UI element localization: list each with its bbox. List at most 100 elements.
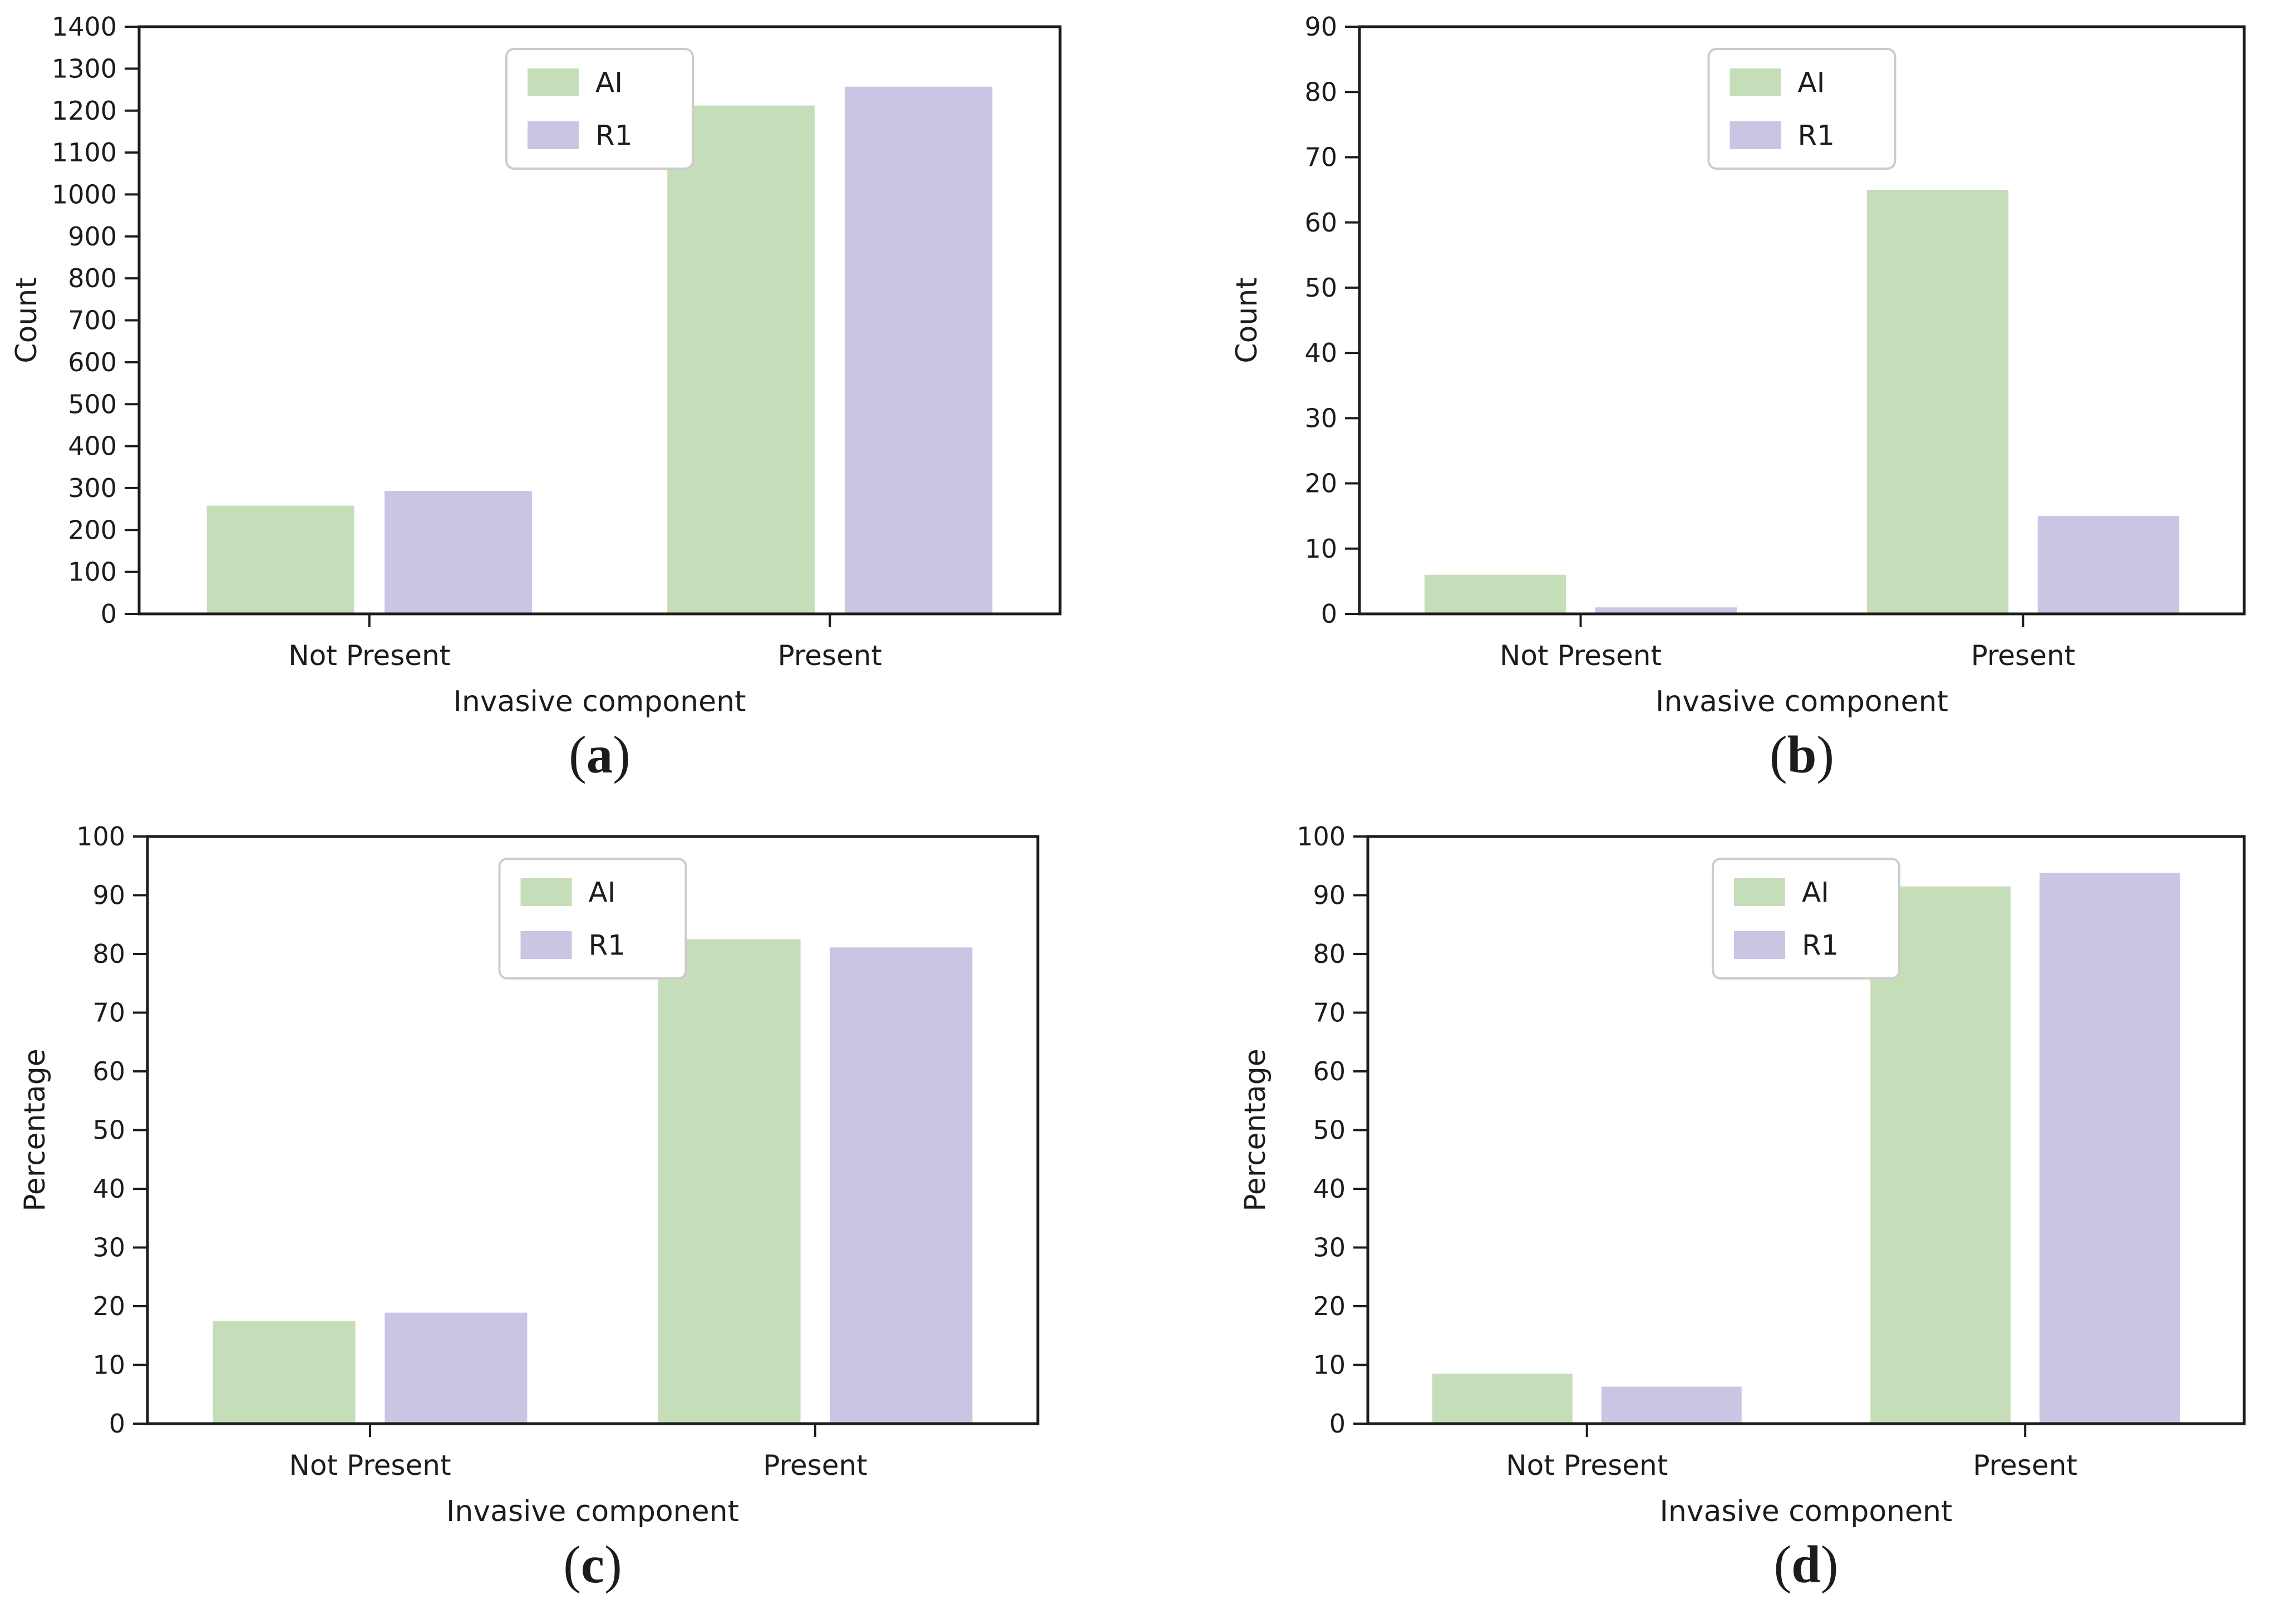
legend-swatch-r1: [1730, 121, 1781, 149]
bar-r1-not-present: [1601, 1386, 1742, 1424]
x-tick-label-present: Present: [1971, 639, 2076, 672]
legend-label-ai: AI: [595, 67, 623, 99]
legend: AI R1: [1707, 48, 1896, 170]
legend-swatch-ai: [520, 878, 572, 906]
y-tick-label: 900: [68, 222, 117, 252]
legend-label-r1: R1: [595, 120, 633, 152]
bar-ai-present: [1866, 190, 2009, 614]
bar-r1-not-present: [1595, 607, 1737, 614]
x-tick-label-present: Present: [763, 1449, 868, 1482]
y-tick-label: 70: [1304, 142, 1337, 173]
chart-panel-a: Not Present Present 0 100 200 300 400 500 600 700…: [0, 0, 1148, 809]
y-axis-label: Count: [1230, 277, 1264, 363]
bar-r1-not-present: [385, 491, 532, 614]
legend-swatch-ai: [1730, 68, 1781, 96]
panel-caption-b: (b): [1770, 725, 1834, 784]
y-tick-label: 1200: [52, 96, 117, 126]
bar-ai-not-present: [206, 505, 354, 614]
y-tick-label: 500: [68, 389, 117, 419]
legend: AI R1: [1712, 858, 1900, 980]
y-tick-label: 10: [1313, 1350, 1346, 1380]
plot-box: [1366, 835, 2246, 1425]
bar-chart-a: Not Present Present 0 100 200 300 400 500 600 700…: [10, 12, 1062, 784]
y-tick-label: 0: [1321, 599, 1337, 629]
legend-swatch-r1: [1734, 931, 1785, 959]
bar-r1-present: [845, 86, 993, 614]
y-tick-label: 800: [68, 263, 117, 293]
y-tick-label: 10: [1304, 534, 1337, 564]
chart-panel-c: Not Present Present 0 10 20 30 40 50 60 70 80 90 100…: [0, 810, 1148, 1619]
y-tick-label: 70: [92, 998, 125, 1028]
x-tick-label-not-present: Not Present: [1506, 1449, 1668, 1482]
legend-swatch-r1: [528, 121, 579, 149]
y-axis-label: Percentage: [1239, 1049, 1272, 1212]
y-tick-label: 1100: [52, 137, 117, 168]
plot-box: [137, 25, 1062, 616]
legend: AI R1: [498, 858, 687, 980]
y-tick-label: 100: [1297, 821, 1346, 852]
y-axis-label: Count: [10, 277, 43, 363]
legend-label-r1: R1: [1798, 120, 1835, 152]
x-tick-label-not-present: Not Present: [289, 1449, 451, 1482]
bar-ai-present: [658, 939, 801, 1424]
y-tick-label: 30: [1304, 403, 1337, 433]
y-tick-label: 80: [92, 939, 125, 969]
plot-box: [1358, 25, 2246, 616]
legend-label-ai: AI: [589, 877, 616, 909]
chart-panel-b: Not Present Present 0 10 20 30 40 50 60 70 80 90 Cou…: [1148, 0, 2296, 809]
y-tick-label: 600: [68, 347, 117, 377]
y-tick-label: 90: [1313, 880, 1346, 911]
panel-caption-c: (c): [563, 1535, 622, 1594]
y-tick-label: 0: [109, 1409, 125, 1439]
y-tick-label: 40: [1313, 1174, 1346, 1204]
y-tick-label: 200: [68, 515, 117, 545]
bar-r1-present: [830, 947, 973, 1424]
legend-label-ai: AI: [1798, 67, 1825, 99]
y-tick-label: 50: [92, 1115, 125, 1145]
legend-label-ai: AI: [1802, 877, 1829, 909]
x-axis-label: Invasive component: [454, 685, 746, 719]
y-tick-label: 60: [1313, 1056, 1346, 1086]
legend: AI R1: [505, 48, 694, 170]
y-tick-label: 30: [92, 1233, 125, 1263]
y-tick-label: 80: [1313, 939, 1346, 969]
y-tick-label: 60: [92, 1056, 125, 1086]
y-tick-label: 1400: [52, 12, 117, 42]
bar-ai-not-present: [1432, 1374, 1573, 1424]
x-tick-label-not-present: Not Present: [1500, 639, 1662, 672]
y-tick-label: 80: [1304, 77, 1337, 107]
plot-box: [146, 835, 1039, 1425]
y-tick-label: 50: [1304, 273, 1337, 303]
x-axis-label: Invasive component: [1660, 1495, 1953, 1528]
bar-ai-present: [667, 105, 815, 614]
bar-ai-not-present: [213, 1321, 356, 1424]
y-tick-label: 90: [92, 880, 125, 911]
y-tick-label: 1300: [52, 53, 117, 83]
legend-label-r1: R1: [589, 929, 626, 962]
y-tick-label: 70: [1313, 998, 1346, 1028]
legend-label-r1: R1: [1802, 929, 1839, 962]
panel-caption-a: (a): [569, 725, 630, 784]
y-tick-label: 0: [101, 599, 117, 629]
y-tick-label: 20: [1304, 469, 1337, 499]
y-tick-label: 40: [92, 1174, 125, 1204]
bar-r1-present: [2039, 873, 2180, 1424]
y-tick-label: 0: [1329, 1409, 1346, 1439]
y-tick-label: 90: [1304, 12, 1337, 42]
y-tick-label: 100: [68, 557, 117, 587]
bar-chart-b: Not Present Present 0 10 20 30 40 50 60 70 80 90 Cou…: [1230, 12, 2246, 784]
y-tick-label: 700: [68, 306, 117, 336]
legend-swatch-ai: [1734, 878, 1785, 906]
y-tick-label: 40: [1304, 338, 1337, 368]
y-tick-label: 1000: [52, 180, 117, 210]
y-tick-label: 300: [68, 473, 117, 503]
y-tick-label: 100: [76, 821, 125, 852]
legend-swatch-ai: [528, 68, 579, 96]
bar-chart-c: Not Present Present 0 10 20 30 40 50 60 70 80 90 100…: [18, 821, 1039, 1594]
y-axis-label: Percentage: [18, 1049, 52, 1212]
bar-ai-not-present: [1424, 574, 1566, 614]
x-axis-label: Invasive component: [446, 1495, 739, 1528]
y-tick-label: 10: [92, 1350, 125, 1380]
bar-r1-not-present: [385, 1312, 528, 1424]
